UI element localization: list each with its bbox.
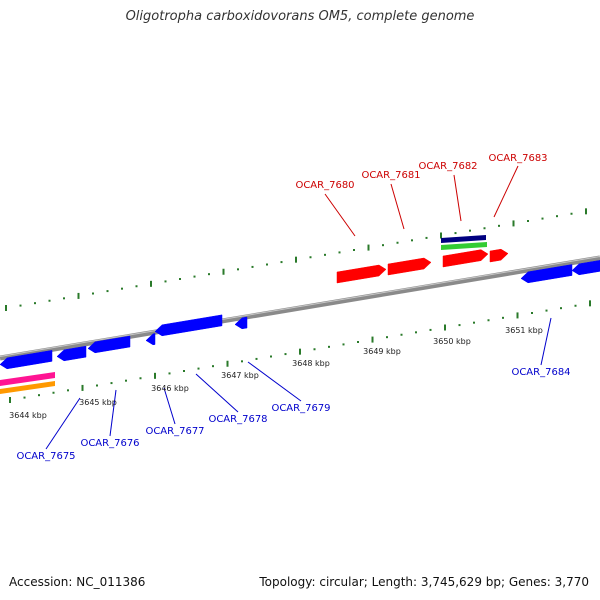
label-ocar-7681-leader	[390, 183, 405, 230]
label-ocar-7684-leader	[540, 317, 552, 366]
label-ocar-7682: OCAR_7682	[418, 161, 477, 172]
label-ocar-7677-leader	[163, 387, 176, 425]
label-ocar-7679: OCAR_7679	[271, 403, 330, 414]
backbone-highlight	[0, 256, 600, 357]
label-ocar-7679-leader	[247, 361, 302, 402]
gene-arrow-ocar-7676b	[87, 335, 131, 354]
gene-arrow-ocar-7676	[56, 345, 87, 362]
topology-text: Topology: circular; Length: 3,745,629 bp…	[259, 575, 589, 589]
label-ocar-7675-leader	[45, 397, 81, 450]
gene-arrow-ocar-7681	[387, 257, 432, 276]
gene-arrow-ocar-7683	[489, 248, 509, 263]
gene-arrow-ocar-7675	[0, 350, 53, 370]
gene-arrow-ocar-7682	[442, 249, 489, 268]
kbp-scale-labels: 3644 kbp 3645 kbp 3646 kbp 3647 kbp 3648 kbp…	[9, 326, 543, 420]
label-ocar-7676: OCAR_7676	[80, 438, 139, 449]
scale-label-2: 3646 kbp	[151, 384, 189, 393]
lower-tick-ruler	[9, 300, 591, 403]
label-ocar-7675: OCAR_7675	[16, 451, 75, 462]
accession-text: Accession: NC_011386	[9, 575, 146, 589]
gene-arrow-right-edge	[571, 260, 600, 276]
navy-feature-bar	[441, 235, 486, 243]
green-feature-bar	[441, 242, 487, 250]
label-leader-lines	[45, 165, 552, 450]
label-ocar-7684: OCAR_7684	[511, 367, 570, 378]
magenta-feature-bar	[0, 372, 55, 386]
label-ocar-7683-leader	[493, 165, 519, 218]
scale-label-6: 3650 kbp	[433, 337, 471, 346]
gene-arrow-ocar-7677	[145, 333, 156, 346]
label-ocar-7676-leader	[109, 389, 117, 437]
backbone	[0, 255, 600, 361]
upper-tick-ruler	[5, 208, 587, 311]
label-ocar-7680: OCAR_7680	[295, 180, 354, 191]
label-ocar-7677: OCAR_7677	[145, 426, 204, 437]
feature-tracks	[0, 235, 487, 394]
scale-label-3: 3647 kbp	[221, 371, 259, 380]
label-ocar-7683: OCAR_7683	[488, 153, 547, 164]
scale-label-1: 3645 kbp	[79, 398, 117, 407]
gene-arrow-ocar-7680	[336, 264, 387, 284]
gene-arrow-ocar-7684	[520, 264, 573, 284]
gene-track	[0, 248, 600, 370]
scale-label-5: 3649 kbp	[363, 347, 401, 356]
gene-arrow-ocar-7678	[154, 314, 223, 337]
scale-label-7: 3651 kbp	[505, 326, 543, 335]
scale-label-4: 3648 kbp	[292, 359, 330, 368]
label-ocar-7682-leader	[453, 174, 462, 222]
map-title: Oligotropha carboxidovorans OM5, complet…	[125, 9, 475, 24]
label-ocar-7681: OCAR_7681	[361, 170, 420, 181]
label-ocar-7680-leader	[324, 193, 356, 237]
label-ocar-7678: OCAR_7678	[208, 414, 267, 425]
orange-feature-bar	[0, 381, 55, 394]
scale-label-0: 3644 kbp	[9, 411, 47, 420]
gene-arrow-ocar-7679	[234, 316, 248, 330]
label-ocar-7678-leader	[195, 373, 239, 413]
